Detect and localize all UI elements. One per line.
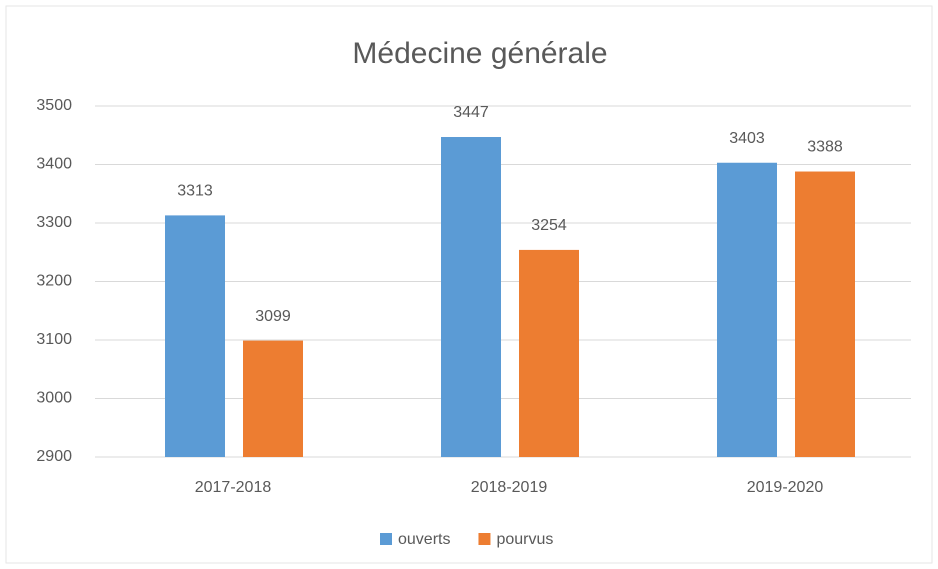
x-tick-label: 2019-2020: [747, 479, 824, 496]
data-label: 3388: [807, 139, 843, 156]
bar: [519, 249, 579, 457]
bar: [795, 171, 855, 457]
y-tick-label: 3100: [36, 331, 72, 348]
legend-swatch: [478, 533, 491, 545]
legend-label: pourvus: [496, 531, 553, 548]
data-label: 3099: [255, 308, 291, 325]
legend-label: ouverts: [398, 531, 450, 548]
bar: [165, 215, 225, 457]
y-tick-label: 3500: [36, 97, 72, 114]
y-tick-label: 3200: [36, 273, 72, 290]
bar: [717, 162, 777, 457]
y-tick-label: 3000: [36, 390, 72, 407]
y-tick-label: 2900: [36, 448, 72, 465]
y-tick-label: 3400: [36, 156, 72, 173]
legend-swatch: [380, 533, 392, 545]
bar: [441, 137, 501, 457]
bar: [243, 340, 303, 457]
x-tick-label: 2017-2018: [195, 479, 272, 496]
data-label: 3403: [729, 130, 765, 147]
x-tick-label: 2018-2019: [471, 479, 548, 496]
chart-title: Médecine générale: [352, 37, 607, 70]
y-tick-label: 3300: [36, 214, 72, 231]
data-label: 3313: [177, 183, 213, 200]
data-label: 3447: [453, 104, 489, 121]
data-label: 3254: [531, 217, 567, 234]
